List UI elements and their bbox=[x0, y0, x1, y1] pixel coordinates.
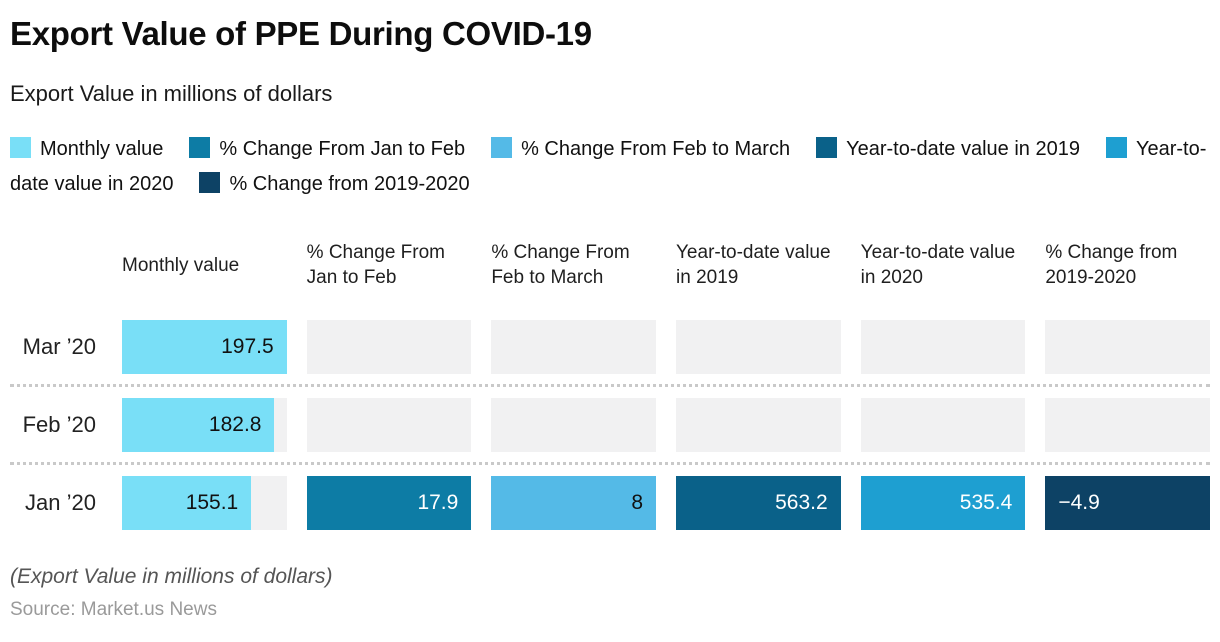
bar: 197.5 bbox=[122, 320, 287, 374]
table-cell bbox=[306, 398, 472, 452]
table-cell bbox=[491, 320, 656, 374]
table-cell: 155.1 bbox=[122, 476, 287, 530]
table-cell: 17.9 bbox=[306, 476, 472, 530]
table-cell bbox=[1045, 398, 1210, 452]
column-header-ytd-2020: Year-to-date value in 2020 bbox=[860, 242, 1016, 288]
bar-value-label: 17.9 bbox=[417, 491, 459, 514]
bar-value-label: 563.2 bbox=[775, 491, 828, 514]
column-header-change-2019-2020: % Change from 2019-2020 bbox=[1045, 242, 1178, 288]
column-header-row: Monthly value % Change From Jan to Feb %… bbox=[10, 222, 1210, 308]
row-label: Feb ’20 bbox=[22, 412, 96, 437]
table-row-feb-20: Feb ’20 182.8 bbox=[10, 398, 1210, 452]
legend-label: Year-to-date value in 2020 bbox=[10, 138, 1207, 195]
legend-label: Monthly value bbox=[40, 138, 164, 160]
legend-item-change-feb-march[interactable]: % Change From Feb to March bbox=[491, 137, 791, 160]
table-cell bbox=[306, 320, 472, 374]
legend-item-ytd-2019[interactable]: Year-to-date value in 2019 bbox=[816, 137, 1080, 160]
bar: 17.9 bbox=[306, 476, 472, 530]
row-separator bbox=[10, 384, 1210, 387]
chart-rows: Mar ’20 197.5 Feb ’20 182.8 Jan ’20 155.… bbox=[10, 320, 1210, 530]
row-label: Jan ’20 bbox=[25, 490, 96, 515]
bar-value-label: 535.4 bbox=[959, 491, 1013, 514]
unit-note: (Export Value in millions of dollars) bbox=[10, 565, 333, 588]
table-cell bbox=[860, 320, 1026, 374]
bar-value-label: −4.9 bbox=[1058, 491, 1100, 514]
bar-value-label: 197.5 bbox=[221, 335, 274, 358]
bar: 182.8 bbox=[122, 398, 275, 452]
table-cell: 563.2 bbox=[676, 476, 841, 530]
table-cell: 8 bbox=[491, 476, 656, 530]
column-header-change-feb-march: % Change From Feb to March bbox=[491, 242, 630, 288]
table-cell bbox=[860, 398, 1026, 452]
row-label: Mar ’20 bbox=[22, 334, 96, 359]
legend: Monthly value % Change From Jan to Feb % C… bbox=[10, 132, 1210, 202]
table-cell: −4.9 bbox=[1045, 476, 1210, 530]
bar: 535.4 bbox=[860, 476, 1026, 530]
bar: −4.9 bbox=[1045, 476, 1210, 530]
legend-item-ytd-2020[interactable]: Year-to-date value in 2020 bbox=[10, 137, 1207, 195]
bar-value-label: 182.8 bbox=[208, 413, 262, 436]
legend-swatch-icon bbox=[10, 137, 31, 158]
legend-item-change-2019-2020[interactable]: % Change from 2019-2020 bbox=[199, 172, 470, 195]
legend-swatch-icon bbox=[816, 137, 838, 158]
chart-subtitle: Export Value in millions of dollars bbox=[10, 81, 333, 106]
table-row-mar-20: Mar ’20 197.5 bbox=[10, 320, 1210, 374]
table-cell bbox=[491, 398, 656, 452]
legend-label: % Change From Jan to Feb bbox=[219, 138, 466, 160]
source-credit: Source: Market.us News bbox=[10, 599, 217, 620]
table-cell bbox=[676, 398, 841, 452]
column-header-ytd-2019: Year-to-date value in 2019 bbox=[676, 242, 831, 288]
chart-title: Export Value of PPE During COVID-19 bbox=[10, 15, 592, 52]
legend-label: Year-to-date value in 2019 bbox=[846, 138, 1080, 160]
legend-swatch-icon bbox=[1105, 137, 1127, 158]
legend-label: % Change from 2019-2020 bbox=[229, 173, 470, 195]
legend-item-change-jan-feb[interactable]: % Change From Jan to Feb bbox=[189, 137, 466, 160]
table-row-jan-20: Jan ’20 155.1 17.9 8 563.2 535.4 −4.9 bbox=[10, 476, 1210, 530]
row-separator bbox=[10, 462, 1210, 465]
legend-swatch-icon bbox=[199, 172, 221, 193]
bar-value-label: 155.1 bbox=[185, 491, 239, 514]
bar: 8 bbox=[491, 476, 656, 530]
table-cell: 182.8 bbox=[122, 398, 287, 452]
legend-label: % Change From Feb to March bbox=[521, 138, 791, 160]
table-cell: 197.5 bbox=[122, 320, 287, 374]
bar: 155.1 bbox=[122, 476, 252, 530]
chart-page: Export Value of PPE During COVID-19 Expo… bbox=[10, 15, 1210, 620]
legend-item-monthly-value[interactable]: Monthly value bbox=[10, 137, 164, 160]
bar-value-label: 8 bbox=[631, 491, 643, 514]
table-cell: 535.4 bbox=[860, 476, 1026, 530]
bar: 563.2 bbox=[676, 476, 841, 530]
column-header-monthly-value: Monthly value bbox=[122, 254, 240, 276]
table-cell bbox=[676, 320, 841, 374]
table-cell bbox=[1045, 320, 1210, 374]
legend-swatch-icon bbox=[189, 137, 211, 158]
legend-swatch-icon bbox=[491, 137, 513, 158]
column-header-change-jan-feb: % Change From Jan to Feb bbox=[306, 242, 445, 288]
